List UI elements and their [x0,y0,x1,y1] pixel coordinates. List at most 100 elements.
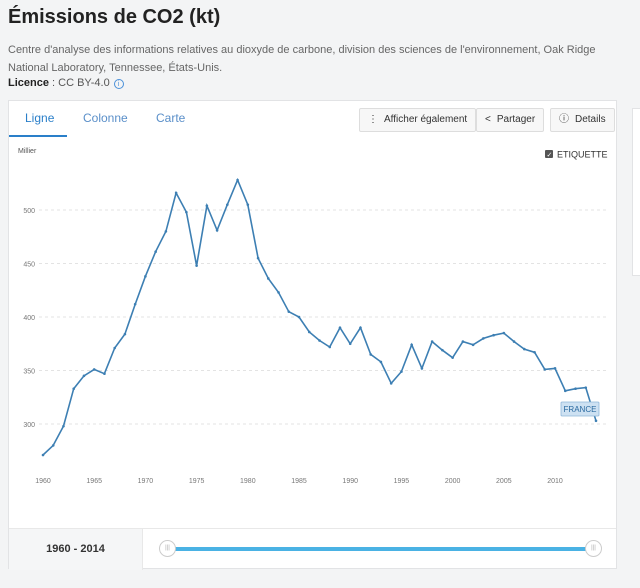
data-point[interactable] [482,337,485,340]
info-circle-icon: ⓘ [559,114,569,125]
active-tab-indicator [9,135,67,137]
checkmark-icon: ✓ [547,151,553,159]
data-point[interactable] [103,372,106,376]
data-point[interactable] [369,353,373,356]
data-point[interactable] [144,275,147,278]
x-tick-label: 1985 [291,478,307,485]
data-point[interactable] [461,340,465,343]
data-point[interactable] [400,370,403,373]
data-point[interactable] [62,424,65,428]
data-point[interactable] [185,210,188,214]
x-tick-label: 1960 [35,478,51,485]
data-point[interactable] [195,264,198,267]
data-point[interactable] [266,277,270,280]
tab-column[interactable]: Colonne [83,111,128,125]
data-point[interactable] [471,343,475,347]
label-toggle[interactable]: ✓ ETIQUETTE [545,150,608,160]
range-slider-track[interactable] [169,547,593,551]
series-label-box [560,401,600,417]
data-point[interactable] [318,339,321,342]
data-point[interactable] [574,387,577,390]
data-point[interactable] [492,333,495,337]
data-point[interactable] [297,315,301,319]
range-end-handle[interactable]: ||| [585,540,602,557]
label-toggle-text: ETIQUETTE [557,150,608,160]
data-point[interactable] [451,356,454,359]
data-point[interactable] [379,360,383,364]
data-point[interactable] [389,382,393,385]
data-point[interactable] [92,368,96,371]
data-point[interactable] [205,204,209,208]
data-point[interactable] [553,367,557,370]
share-icon: < [485,114,491,125]
licence-value: : CC BY-4.0 [48,77,110,89]
chart-grid [39,209,609,425]
data-point[interactable] [420,367,424,370]
data-point[interactable] [256,256,260,260]
data-point[interactable] [512,340,516,343]
data-point[interactable] [113,346,116,350]
data-point[interactable] [287,310,291,313]
y-tick-label: 450 [23,262,35,269]
range-start: 1960 [46,543,71,555]
chart-panel: Ligne Colonne Carte ⋮ Afficher également … [8,100,617,570]
x-tick-label: 1980 [240,478,256,485]
licence-label: Licence [8,77,49,89]
data-point[interactable] [307,330,311,334]
x-tick-label: 1995 [394,478,410,485]
info-icon[interactable]: i [113,79,124,89]
series-label-text: FRANCE [564,405,597,414]
data-point[interactable] [338,326,342,329]
details-label: Details [575,114,606,125]
data-point[interactable] [72,387,76,390]
range-start-handle[interactable]: ||| [159,540,176,557]
data-point[interactable] [594,419,598,423]
source-description: Centre d'analyse des informations relati… [8,44,596,74]
data-point[interactable] [328,345,332,349]
data-point[interactable] [246,203,250,206]
data-point[interactable] [174,191,178,195]
data-point[interactable] [563,389,567,393]
y-tick-label: 300 [23,422,35,429]
data-point[interactable] [133,302,137,306]
x-tick-label: 1975 [189,478,205,485]
data-point[interactable] [533,351,536,354]
side-panel-edge [632,108,640,276]
data-point[interactable] [430,340,434,343]
label-checkbox[interactable] [545,150,553,158]
data-point[interactable] [82,374,86,378]
x-tick-label: 2000 [445,478,461,485]
data-point[interactable] [359,326,362,329]
data-point[interactable] [51,444,55,447]
data-point[interactable] [348,342,352,346]
data-point[interactable] [215,229,219,232]
y-tick-label: 350 [23,369,35,376]
data-point[interactable] [523,347,526,351]
data-point[interactable] [154,250,157,254]
data-point[interactable] [584,386,588,389]
x-tick-label: 2010 [547,478,563,485]
x-tick-label: 1990 [342,478,358,485]
tab-map[interactable]: Carte [156,111,186,125]
data-point[interactable] [502,331,506,335]
data-point[interactable] [226,203,229,206]
share-button[interactable]: < Partager [476,108,545,132]
share-label: Partager [496,114,536,125]
data-point[interactable] [236,178,239,182]
data-point[interactable] [543,368,547,371]
data-point[interactable] [164,230,168,233]
tab-line[interactable]: Ligne [25,111,55,125]
y-axis-unit-label: Millier [18,148,37,155]
page-title: Émissions de CO2 (kt) [8,6,221,28]
more-vertical-icon: ⋮ [368,114,378,125]
data-point[interactable] [441,348,444,352]
data-point[interactable] [410,343,413,347]
range-end: 2014 [80,543,105,555]
also-show-button[interactable]: ⋮ Afficher également [359,108,477,132]
range-separator: - [70,543,81,555]
data-point[interactable] [123,332,127,336]
details-button[interactable]: ⓘ Details [550,108,615,132]
series-end-label: FRANCE [560,401,600,417]
data-point[interactable] [41,453,45,457]
data-point[interactable] [277,291,280,294]
